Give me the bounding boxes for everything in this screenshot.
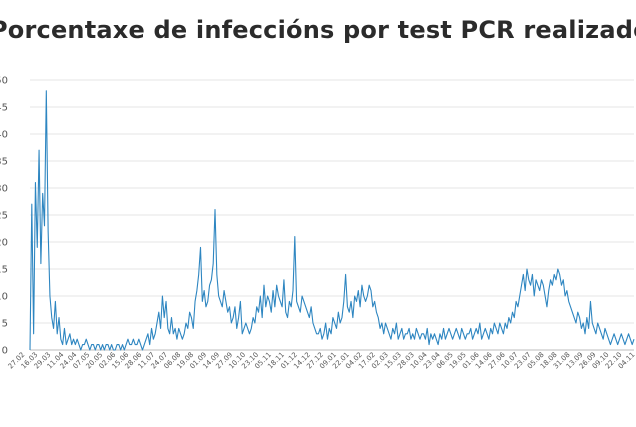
y-tick-label: 40 [0, 130, 8, 141]
x-axis-ticks: 27.0216.0329.0311.0424.0407.0520.0502.06… [7, 350, 636, 370]
y-tick-label: 0 [2, 346, 8, 357]
y-tick-label: 15 [0, 265, 8, 276]
y-axis-ticks: 0 5 10 15 20 25 30 35 40 45 50 [0, 76, 8, 357]
series-line [29, 90, 635, 351]
y-tick-label: 50 [0, 76, 8, 87]
gridlines [30, 79, 634, 351]
y-tick-label: 30 [0, 184, 8, 195]
y-tick-label: 25 [0, 211, 8, 222]
y-tick-label: 35 [0, 157, 8, 168]
y-tick-label: 20 [0, 238, 8, 249]
y-tick-label: 45 [0, 103, 8, 114]
chart-title: Porcentaxe de infeccións por test PCR re… [0, 16, 636, 44]
y-tick-label: 10 [0, 292, 8, 303]
y-tick-label: 5 [2, 319, 8, 330]
